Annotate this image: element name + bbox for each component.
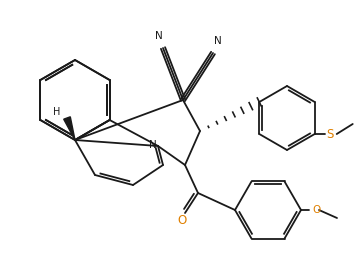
Polygon shape [64,117,75,140]
Text: N: N [155,31,163,41]
Text: O: O [312,205,320,215]
Text: O: O [177,214,187,228]
Text: H: H [53,107,61,117]
Text: S: S [327,127,334,141]
Text: N: N [214,36,222,46]
Text: N: N [149,140,157,150]
